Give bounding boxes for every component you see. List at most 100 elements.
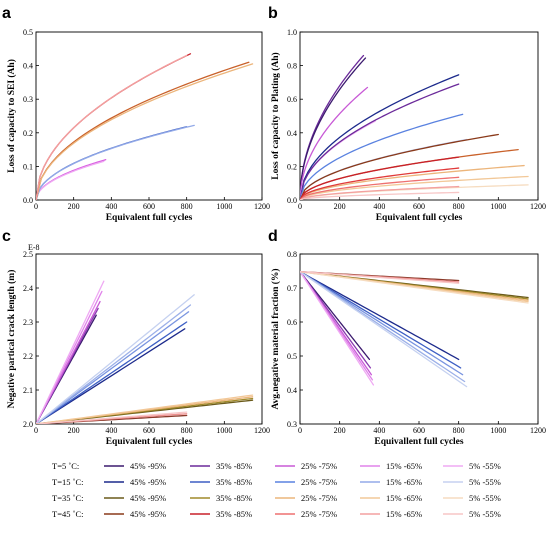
x-tick-label: 0 xyxy=(298,202,302,211)
series-line-d-5 xyxy=(300,271,460,361)
x-tick-label: 800 xyxy=(181,202,193,211)
legend-entry-label: 15% -65% xyxy=(386,493,422,503)
y-tick-label: 0.2 xyxy=(23,129,33,138)
x-tick-label: 400 xyxy=(105,426,117,435)
legend-entry-label: 45% -95% xyxy=(130,493,166,503)
series-line-d-9 xyxy=(300,271,468,388)
y-tick-label: 0.8 xyxy=(287,250,297,259)
legend-entry-label: 35% -85% xyxy=(216,493,252,503)
x-tick-label: 1200 xyxy=(530,426,546,435)
series-line-b-9 xyxy=(300,148,519,200)
x-tick-label: 1000 xyxy=(490,426,506,435)
x-tick-label: 1200 xyxy=(530,202,546,211)
y-tick-label: 0.4 xyxy=(287,129,297,138)
y-axis-label: Loss of capacity to SEI (Ah) xyxy=(6,59,17,173)
legend-entry-label: 15% -65% xyxy=(386,477,422,487)
y-tick-label: 0.6 xyxy=(287,95,297,104)
panel-letter-c: c xyxy=(2,228,11,245)
series-line-c-9 xyxy=(36,294,195,424)
x-tick-label: 600 xyxy=(413,202,425,211)
legend-entry-label: 45% -95% xyxy=(130,477,166,487)
y-tick-label: 0.2 xyxy=(287,162,297,171)
plot-frame xyxy=(35,31,263,201)
series-line-c-7 xyxy=(36,311,190,424)
y-tick-label: 0.4 xyxy=(23,62,33,71)
x-tick-label: 1000 xyxy=(490,202,506,211)
series-line-c-4 xyxy=(36,280,105,424)
legend: T=5 ˚C: 45% -95% 35% -85% 25% -75% 15% -65% 5… xyxy=(52,461,501,519)
series-line-a-5 xyxy=(36,63,254,200)
x-tick-label: 0 xyxy=(298,426,302,435)
series-line-a-1 xyxy=(36,160,105,200)
y-tick-label: 0.0 xyxy=(287,196,297,205)
legend-entry-label: 25% -75% xyxy=(301,509,337,519)
y-tick-label: 0.8 xyxy=(287,62,297,71)
y-tick-label: 0.3 xyxy=(23,95,33,104)
legend-entry-label: 35% -85% xyxy=(216,509,252,519)
series-line-b-14 xyxy=(300,167,460,200)
series-group xyxy=(300,54,529,200)
series-line-b-15 xyxy=(300,176,460,200)
x-axis-label: Equivallent full cycles xyxy=(374,437,464,447)
x-tick-label: 400 xyxy=(373,426,385,435)
x-tick-label: 1200 xyxy=(254,202,270,211)
legend-row-label: T=15 ˚C: xyxy=(52,477,83,487)
series-line-b-6 xyxy=(300,113,464,200)
legend-entry-label: 25% -75% xyxy=(301,477,337,487)
x-axis-label: Equivalent full cycles xyxy=(106,437,193,447)
series-line-b-17 xyxy=(300,191,460,200)
y-tick-label: 0.7 xyxy=(287,284,297,293)
series-line-c-16 xyxy=(36,411,188,424)
series-line-d-0 xyxy=(300,271,371,361)
panel-letter-d: d xyxy=(268,228,278,245)
x-tick-label: 800 xyxy=(453,202,465,211)
series-line-c-8 xyxy=(36,304,192,424)
y-tick-label: 0.1 xyxy=(23,162,33,171)
y-axis-label: Avg.negative material fraction (%) xyxy=(270,268,281,409)
y-axis-label: Negative partical crack length (m) xyxy=(6,270,17,409)
series-line-d-14 xyxy=(300,271,529,304)
y-tick-label: 0.5 xyxy=(23,28,33,37)
series-line-b-8 xyxy=(300,133,499,200)
x-tick-label: 800 xyxy=(453,426,465,435)
x-tick-label: 600 xyxy=(143,202,155,211)
series-line-b-0 xyxy=(300,54,365,200)
x-tick-label: 400 xyxy=(373,202,385,211)
y-axis-label: Loss of capacity to Plating (Ah) xyxy=(270,52,281,179)
x-tick-label: 1000 xyxy=(216,202,232,211)
x-tick-label: 1200 xyxy=(254,426,270,435)
y-tick-label: 2.0 xyxy=(23,420,33,429)
series-line-d-7 xyxy=(300,271,464,376)
series-line-c-5 xyxy=(36,328,186,424)
series-line-a-4 xyxy=(36,61,250,200)
legend-row-label: T=5 ˚C: xyxy=(52,461,79,471)
legend-entry-label: 35% -85% xyxy=(216,461,252,471)
x-axis-label: Equivalent full cycles xyxy=(106,213,193,223)
series-group xyxy=(36,53,254,200)
panel-b: b 0 200 400 600 800 1000 1200 0.0 0.2 0.4 0.6 0.8 1.0… xyxy=(268,5,546,223)
series-line-d-4 xyxy=(300,271,375,386)
legend-entry-label: 5% -55% xyxy=(469,509,501,519)
series-line-c-6 xyxy=(36,321,188,424)
series-line-d-6 xyxy=(300,271,462,369)
series-group xyxy=(36,280,254,424)
panel-c: c 0 200 400 600 800 1000 1200 2.0 2.1 2.2 2.3 2.4 2.5… xyxy=(2,228,270,447)
x-tick-label: 1000 xyxy=(216,426,232,435)
y-tick-label: 0.5 xyxy=(287,352,297,361)
series-line-b-5 xyxy=(300,83,460,200)
x-tick-label: 0 xyxy=(34,202,38,211)
legend-entry-label: 25% -75% xyxy=(301,493,337,503)
legend-entry-label: 15% -65% xyxy=(386,509,422,519)
legend-entry-label: 25% -75% xyxy=(301,461,337,471)
legend-entry-label: 5% -55% xyxy=(469,493,501,503)
x-tick-label: 600 xyxy=(143,426,155,435)
series-line-b-4 xyxy=(300,74,460,200)
panel-d: d 0 200 400 600 800 1000 1200 0.3 0.4 0.5 0.6 0.7 0.8… xyxy=(268,228,546,447)
series-line-a-2 xyxy=(36,126,188,200)
y-tick-label: 0.6 xyxy=(287,318,297,327)
series-line-b-1 xyxy=(300,57,367,200)
x-tick-label: 200 xyxy=(68,202,80,211)
series-line-a-3 xyxy=(36,124,195,200)
series-group xyxy=(300,271,529,388)
